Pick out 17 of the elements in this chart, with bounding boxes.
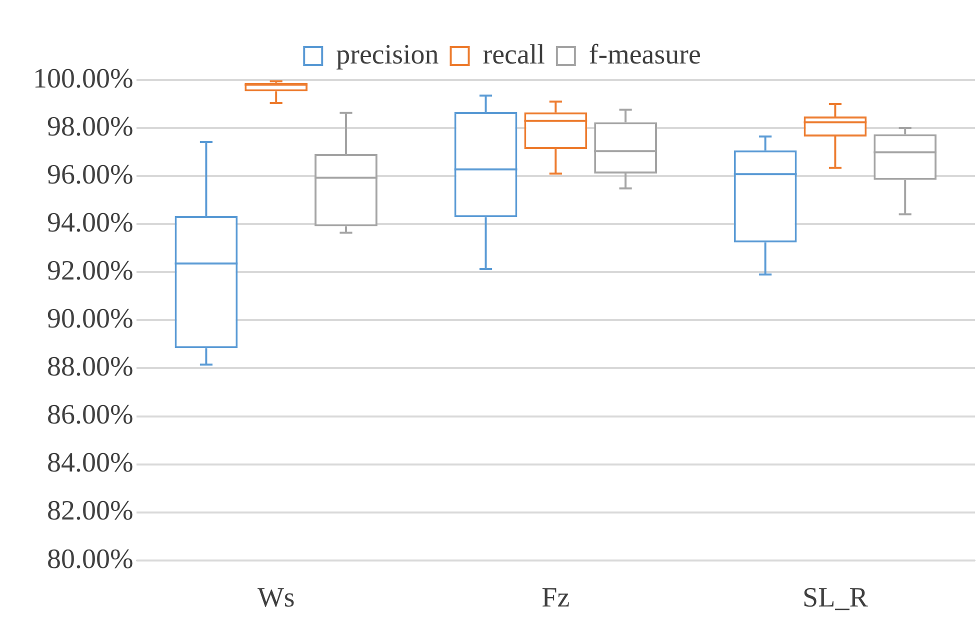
y-tick-label: 94.00%	[46, 207, 134, 238]
legend-label: f-measure	[588, 39, 701, 70]
y-tick-label: 82.00%	[46, 496, 134, 527]
legend-label: precision	[336, 39, 439, 70]
x-tick-label: Fz	[542, 582, 570, 614]
legend-label: recall	[482, 39, 546, 70]
y-tick-label: 90.00%	[46, 304, 134, 335]
x-tick-label: SL_R	[802, 582, 868, 614]
x-tick-label: Ws	[257, 582, 295, 614]
y-tick-label: 80.00%	[46, 544, 134, 575]
y-tick-label: 88.00%	[46, 352, 134, 383]
y-tick-label: 96.00%	[46, 159, 134, 190]
y-tick-label: 100.00%	[32, 63, 134, 94]
y-tick-label: 84.00%	[46, 448, 134, 479]
y-tick-label: 98.00%	[46, 111, 134, 142]
y-tick-label: 86.00%	[46, 400, 134, 431]
y-tick-label: 92.00%	[46, 256, 134, 287]
